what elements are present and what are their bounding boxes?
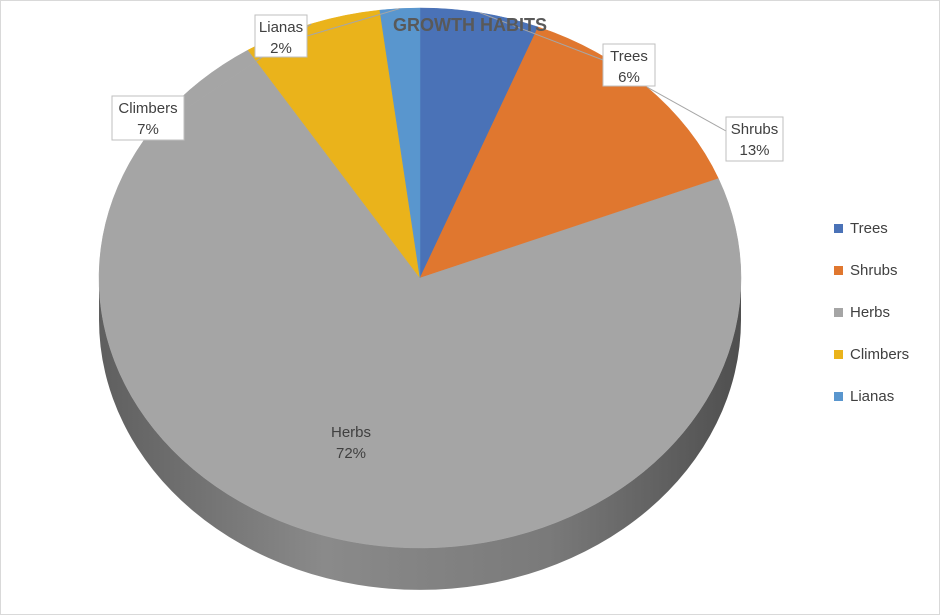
data-label-category: Lianas [259, 19, 303, 36]
legend-label: Climbers [850, 345, 910, 363]
legend-swatch [834, 349, 843, 359]
data-labels: Trees 6% Shrubs 13% Herbs 72% Climbers 7% Lianas… [111, 14, 784, 462]
data-label-percent: 7% [137, 121, 159, 138]
legend-item-lianas[interactable]: Lianas [834, 386, 894, 406]
leader-line-trees [479, 12, 604, 61]
leader-line-shrubs [646, 86, 727, 132]
chart-title: GROWTH HABITS [393, 15, 547, 35]
data-label-shrubs: Shrubs 13% [725, 116, 784, 162]
pie-slice-lianas[interactable] [379, 7, 421, 279]
data-label-percent: 72% [336, 445, 366, 462]
leader-line-lianas [306, 8, 400, 37]
data-label-category: Trees [610, 48, 648, 65]
legend-item-shrubs[interactable]: Shrubs [834, 260, 898, 280]
data-label-category: Climbers [118, 100, 177, 117]
data-label-percent: 2% [270, 40, 292, 57]
legend-label: Herbs [850, 303, 891, 321]
data-label-category: Herbs [331, 424, 371, 441]
legend-swatch [834, 265, 843, 275]
legend: Trees Shrubs Herbs Climbers Lianas [834, 218, 934, 418]
pie-slice-shrubs[interactable] [419, 26, 719, 279]
legend-item-trees[interactable]: Trees [834, 218, 888, 238]
data-label-box [725, 116, 784, 162]
data-label-climbers: Climbers 7% [111, 95, 185, 141]
pie-slices [98, 7, 742, 549]
data-label-percent: 13% [739, 142, 769, 159]
data-label-box [602, 43, 656, 87]
data-label-box [111, 95, 185, 141]
legend-item-climbers[interactable]: Climbers [834, 344, 909, 364]
legend-swatch [834, 391, 843, 401]
legend-label: Lianas [850, 387, 895, 405]
pie-slice-herbs[interactable] [98, 49, 742, 549]
legend-label: Shrubs [850, 261, 898, 279]
data-label-herbs: Herbs 72% [331, 424, 371, 462]
legend-swatch [834, 223, 843, 233]
legend-label: Trees [850, 219, 888, 237]
data-label-percent: 6% [618, 69, 640, 86]
data-label-box [254, 14, 308, 58]
data-label-lianas: Lianas 2% [254, 14, 308, 58]
pie-slice-climbers[interactable] [247, 9, 421, 279]
data-label-category: Shrubs [731, 121, 779, 138]
legend-swatch [834, 307, 843, 317]
legend-item-herbs[interactable]: Herbs [834, 302, 890, 322]
data-label-trees: Trees 6% [602, 43, 656, 87]
